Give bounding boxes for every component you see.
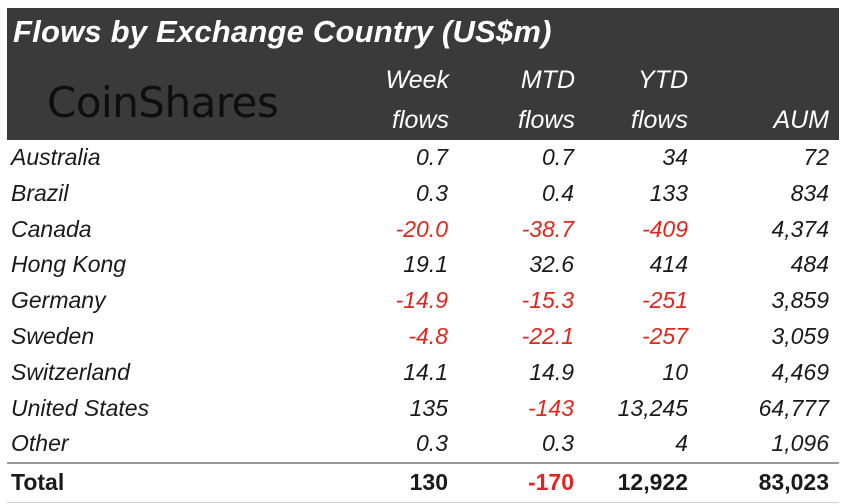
country-cell: Other	[11, 430, 69, 457]
country-cell: Hong Kong	[11, 251, 127, 278]
country-cell: United States	[11, 394, 150, 421]
table-row: Sweden -4.8 -22.1 -257 3,059	[7, 319, 839, 355]
column-header-line2: AUM	[773, 106, 829, 134]
table-row: Brazil 0.3 0.4 133 834	[7, 176, 839, 212]
column-header-mtd: MTD flows	[518, 60, 575, 140]
column-header-line2: flows	[518, 106, 575, 134]
column-header-line1: MTD	[520, 66, 575, 94]
mtd-flows-cell: 32.6	[529, 251, 574, 278]
table-row: Canada -20.0 -38.7 -409 4,374	[7, 212, 839, 248]
aum-cell: 3,059	[771, 322, 829, 349]
table-row: Germany -14.9 -15.3 -251 3,859	[7, 283, 839, 319]
week-flows-cell: -14.9	[395, 287, 448, 314]
mtd-flows-cell: -143	[527, 394, 574, 421]
total-row: Total 130 -170 12,922 83,023	[7, 462, 839, 502]
table-header: Flows by Exchange Country (US$m) CoinSha…	[7, 8, 839, 140]
ytd-flows-cell: 13,245	[617, 394, 688, 421]
table-title: Flows by Exchange Country (US$m)	[13, 14, 552, 49]
country-cell: Germany	[11, 287, 106, 314]
table-body: Australia 0.7 0.7 34 72 Brazil 0.3 0.4 133 834 Can…	[7, 140, 839, 504]
aum-cell: 1,096	[771, 430, 829, 457]
country-cell: Australia	[11, 144, 101, 170]
column-header-ytd: YTD flows	[631, 60, 688, 140]
country-cell: Canada	[11, 215, 92, 242]
mtd-flows-cell: 14.9	[529, 358, 574, 385]
week-flows-cell: 0.3	[416, 430, 448, 457]
week-flows-cell: 0.7	[416, 144, 448, 170]
ytd-flows-cell: -409	[641, 215, 688, 242]
table-row: Hong Kong 19.1 32.6 414 484	[7, 247, 839, 283]
column-header-line1: YTD	[638, 66, 688, 94]
column-header-line2: flows	[392, 106, 449, 134]
mtd-flows-cell: -15.3	[521, 287, 574, 314]
ytd-flows-cell: -257	[641, 322, 688, 349]
country-cell: Sweden	[11, 322, 95, 349]
week-flows-cell: 130	[409, 469, 448, 496]
country-cell: Total	[11, 469, 65, 496]
ytd-flows-cell: 12,922	[617, 469, 688, 496]
week-flows-cell: 14.1	[403, 358, 448, 385]
aum-cell: 834	[790, 179, 829, 206]
mtd-flows-cell: -170	[527, 469, 574, 496]
country-cell: Brazil	[11, 179, 69, 206]
column-header-line2: flows	[631, 106, 688, 134]
column-header-week: Week flows	[386, 60, 449, 140]
week-flows-cell: 0.3	[416, 179, 448, 206]
week-flows-cell: -20.0	[395, 215, 448, 242]
mtd-flows-cell: 0.7	[542, 144, 574, 170]
aum-cell: 3,859	[771, 287, 829, 314]
mtd-flows-cell: -22.1	[521, 322, 574, 349]
aum-cell: 4,374	[771, 215, 829, 242]
ytd-flows-cell: 10	[662, 358, 688, 385]
country-cell: Switzerland	[11, 358, 130, 385]
table-row: Switzerland 14.1 14.9 10 4,469	[7, 355, 839, 391]
mtd-flows-cell: -38.7	[521, 215, 574, 242]
week-flows-cell: 135	[409, 394, 448, 421]
coinshares-logo: CoinShares	[47, 78, 279, 127]
column-header-line1: Week	[385, 66, 449, 94]
table-row: United States 135 -143 13,245 64,777	[7, 391, 839, 427]
flows-table: Flows by Exchange Country (US$m) CoinSha…	[7, 8, 839, 504]
aum-cell: 83,023	[758, 469, 829, 496]
table-bottom-rule	[7, 502, 839, 504]
aum-cell: 484	[790, 251, 829, 278]
week-flows-cell: -4.8	[408, 322, 448, 349]
aum-cell: 4,469	[771, 358, 829, 385]
mtd-flows-cell: 0.4	[542, 179, 574, 206]
ytd-flows-cell: -251	[641, 287, 688, 314]
aum-cell: 72	[803, 144, 829, 170]
ytd-flows-cell: 34	[662, 144, 688, 170]
aum-cell: 64,777	[758, 394, 829, 421]
table-row: Australia 0.7 0.7 34 72	[7, 140, 839, 176]
ytd-flows-cell: 133	[649, 179, 688, 206]
ytd-flows-cell: 4	[675, 430, 688, 457]
table-row: Other 0.3 0.3 4 1,096	[7, 426, 839, 462]
ytd-flows-cell: 414	[649, 251, 688, 278]
mtd-flows-cell: 0.3	[542, 430, 574, 457]
week-flows-cell: 19.1	[403, 251, 448, 278]
column-header-aum: AUM	[773, 100, 829, 140]
